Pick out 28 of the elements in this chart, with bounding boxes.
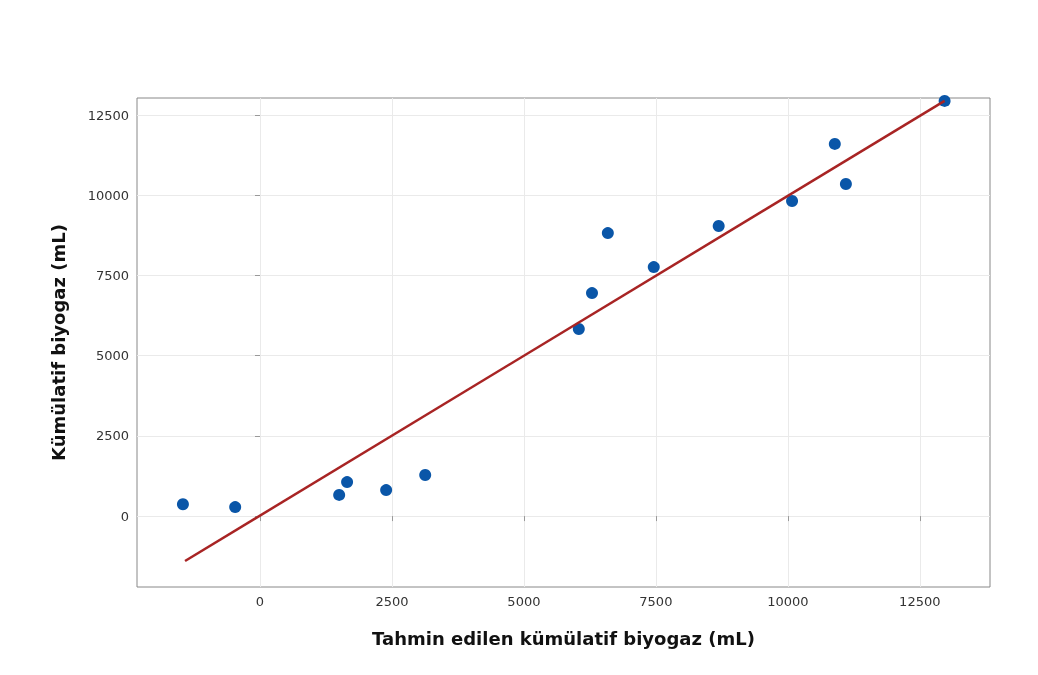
- point: [380, 484, 393, 497]
- point: [229, 501, 242, 514]
- x-tick-label: 5000: [507, 594, 541, 609]
- x-tick-label: 12500: [899, 594, 941, 609]
- point: [786, 195, 799, 207]
- point: [828, 137, 841, 150]
- point: [419, 469, 432, 482]
- x-tick-label: 2500: [375, 594, 409, 609]
- point: [176, 498, 189, 511]
- point: [647, 261, 660, 274]
- x-tick-label: 0: [255, 594, 265, 609]
- point: [839, 177, 852, 190]
- point: [333, 488, 346, 501]
- x-tick-label: 10000: [767, 594, 809, 609]
- x-tick-label: 7500: [639, 594, 673, 609]
- y-tick-label: 2500: [95, 428, 129, 444]
- x-axis-title: Tahmin edilen kümülatif biyogaz (mL): [372, 627, 755, 649]
- point: [572, 323, 585, 336]
- point: [586, 287, 598, 300]
- y-tick-label: 12500: [87, 107, 129, 123]
- y-tick-label: 7500: [95, 267, 129, 283]
- y-tick-label: 10000: [87, 187, 129, 203]
- y-tick-label: 0: [120, 508, 129, 524]
- point: [712, 220, 725, 233]
- y-axis-title: Kümülatif biyogaz (mL): [47, 224, 69, 461]
- point: [601, 227, 614, 240]
- y-tick-label: 5000: [95, 348, 129, 364]
- point: [341, 476, 354, 489]
